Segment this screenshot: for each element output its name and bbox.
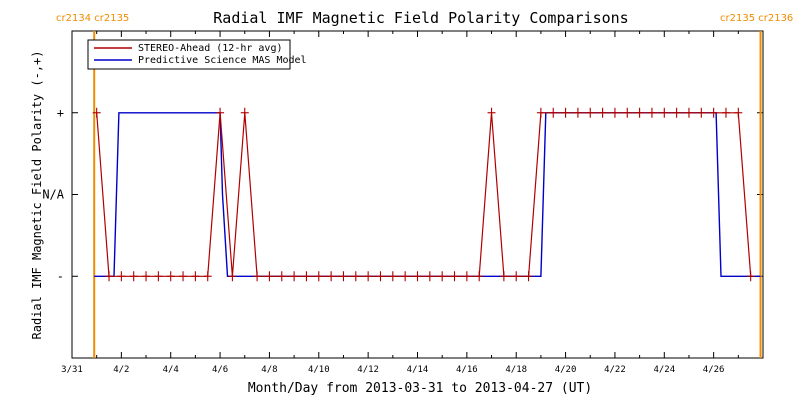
y-tick-label: + <box>57 106 64 120</box>
x-tick-label: 4/4 <box>163 365 179 375</box>
data-point-stereo <box>191 271 200 282</box>
series-markers-stereo-ahead <box>92 107 755 282</box>
legend-box <box>87 39 291 70</box>
x-tick-label: 4/24 <box>653 365 675 375</box>
data-point-stereo <box>610 107 619 118</box>
data-point-stereo <box>586 107 595 118</box>
y-tick-label: - <box>57 269 64 283</box>
x-tick-label: 4/14 <box>407 365 429 375</box>
data-point-stereo <box>623 107 632 118</box>
data-point-stereo <box>536 107 545 118</box>
x-axis-ticks <box>71 31 764 358</box>
data-point-stereo <box>709 107 718 118</box>
x-tick-label: 4/10 <box>308 365 330 375</box>
legend: STEREO-Ahead (12-hr avg) Predictive Scie… <box>87 39 307 70</box>
x-tick-label: 4/18 <box>505 365 527 375</box>
data-point-stereo <box>364 271 373 282</box>
data-point-stereo <box>573 107 582 118</box>
data-point-stereo <box>635 107 644 118</box>
data-point-stereo <box>462 271 471 282</box>
data-point-stereo <box>425 271 434 282</box>
x-tick-label: 4/16 <box>456 365 478 375</box>
data-point-stereo <box>277 271 286 282</box>
x-tick-label: 4/12 <box>357 365 379 375</box>
data-point-stereo <box>314 271 323 282</box>
data-point-stereo <box>499 271 508 282</box>
data-point-stereo <box>253 271 262 282</box>
data-point-stereo <box>524 271 533 282</box>
data-point-stereo <box>697 107 706 118</box>
y-axis-tick-labels: - N/A + <box>42 106 64 284</box>
data-point-stereo <box>512 271 521 282</box>
data-point-stereo <box>598 107 607 118</box>
legend-label-mas-model: Predictive Science MAS Model <box>138 55 307 66</box>
carrington-left-labels: cr2134 cr2135 <box>56 13 129 24</box>
data-point-stereo <box>105 271 114 282</box>
data-point-stereo <box>684 107 693 118</box>
data-point-stereo <box>302 271 311 282</box>
data-point-stereo <box>179 271 188 282</box>
x-tick-label: 4/6 <box>212 365 228 375</box>
data-point-stereo <box>549 107 558 118</box>
y-axis-ticks <box>72 112 763 277</box>
x-axis-tick-labels: 3/31 4/2 4/4 4/6 4/8 4/10 4/12 4/14 4/16 4/18 4/20… <box>61 365 724 375</box>
legend-label-stereo-ahead: STEREO-Ahead (12-hr avg) <box>138 43 283 54</box>
series-line-stereo-ahead <box>96 112 752 277</box>
data-point-stereo <box>154 271 163 282</box>
data-point-stereo <box>166 271 175 282</box>
data-point-stereo <box>142 271 151 282</box>
data-point-stereo <box>339 271 348 282</box>
data-point-stereo <box>660 107 669 118</box>
data-point-stereo <box>672 107 681 118</box>
data-point-stereo <box>351 271 360 282</box>
series-line-mas-model <box>94 112 761 277</box>
data-point-stereo <box>117 271 126 282</box>
x-tick-label: 4/26 <box>703 365 725 375</box>
x-tick-label: 4/22 <box>604 365 626 375</box>
data-point-stereo <box>290 271 299 282</box>
data-point-stereo <box>376 271 385 282</box>
data-point-stereo <box>721 107 730 118</box>
data-point-stereo <box>228 271 237 282</box>
data-point-stereo <box>129 271 138 282</box>
data-point-stereo <box>216 107 225 118</box>
data-point-stereo <box>734 107 743 118</box>
data-point-stereo <box>92 107 101 118</box>
data-point-stereo <box>265 271 274 282</box>
data-point-stereo <box>388 271 397 282</box>
x-tick-label: 4/20 <box>555 365 577 375</box>
x-tick-label: 3/31 <box>61 365 83 375</box>
data-point-stereo <box>475 271 484 282</box>
data-point-stereo <box>647 107 656 118</box>
chart-title: Radial IMF Magnetic Field Polarity Compa… <box>213 9 628 27</box>
carrington-right-labels: cr2135 cr2136 <box>720 13 793 24</box>
y-tick-label: N/A <box>42 188 64 202</box>
data-point-stereo <box>401 271 410 282</box>
data-point-stereo <box>746 271 755 282</box>
x-tick-label: 4/2 <box>113 365 129 375</box>
x-tick-label: 4/8 <box>261 365 277 375</box>
data-point-stereo <box>561 107 570 118</box>
data-point-stereo <box>413 271 422 282</box>
data-point-stereo <box>438 271 447 282</box>
x-axis-title: Month/Day from 2013-03-31 to 2013-04-27 … <box>248 381 592 396</box>
data-point-stereo <box>203 271 212 282</box>
data-point-stereo <box>240 107 249 118</box>
data-point-stereo <box>450 271 459 282</box>
data-point-stereo <box>327 271 336 282</box>
data-point-stereo <box>487 107 496 118</box>
plot-frame <box>71 30 764 359</box>
y-axis-title: Radial IMF Magnetic Field Polarity (-,+) <box>30 51 44 340</box>
